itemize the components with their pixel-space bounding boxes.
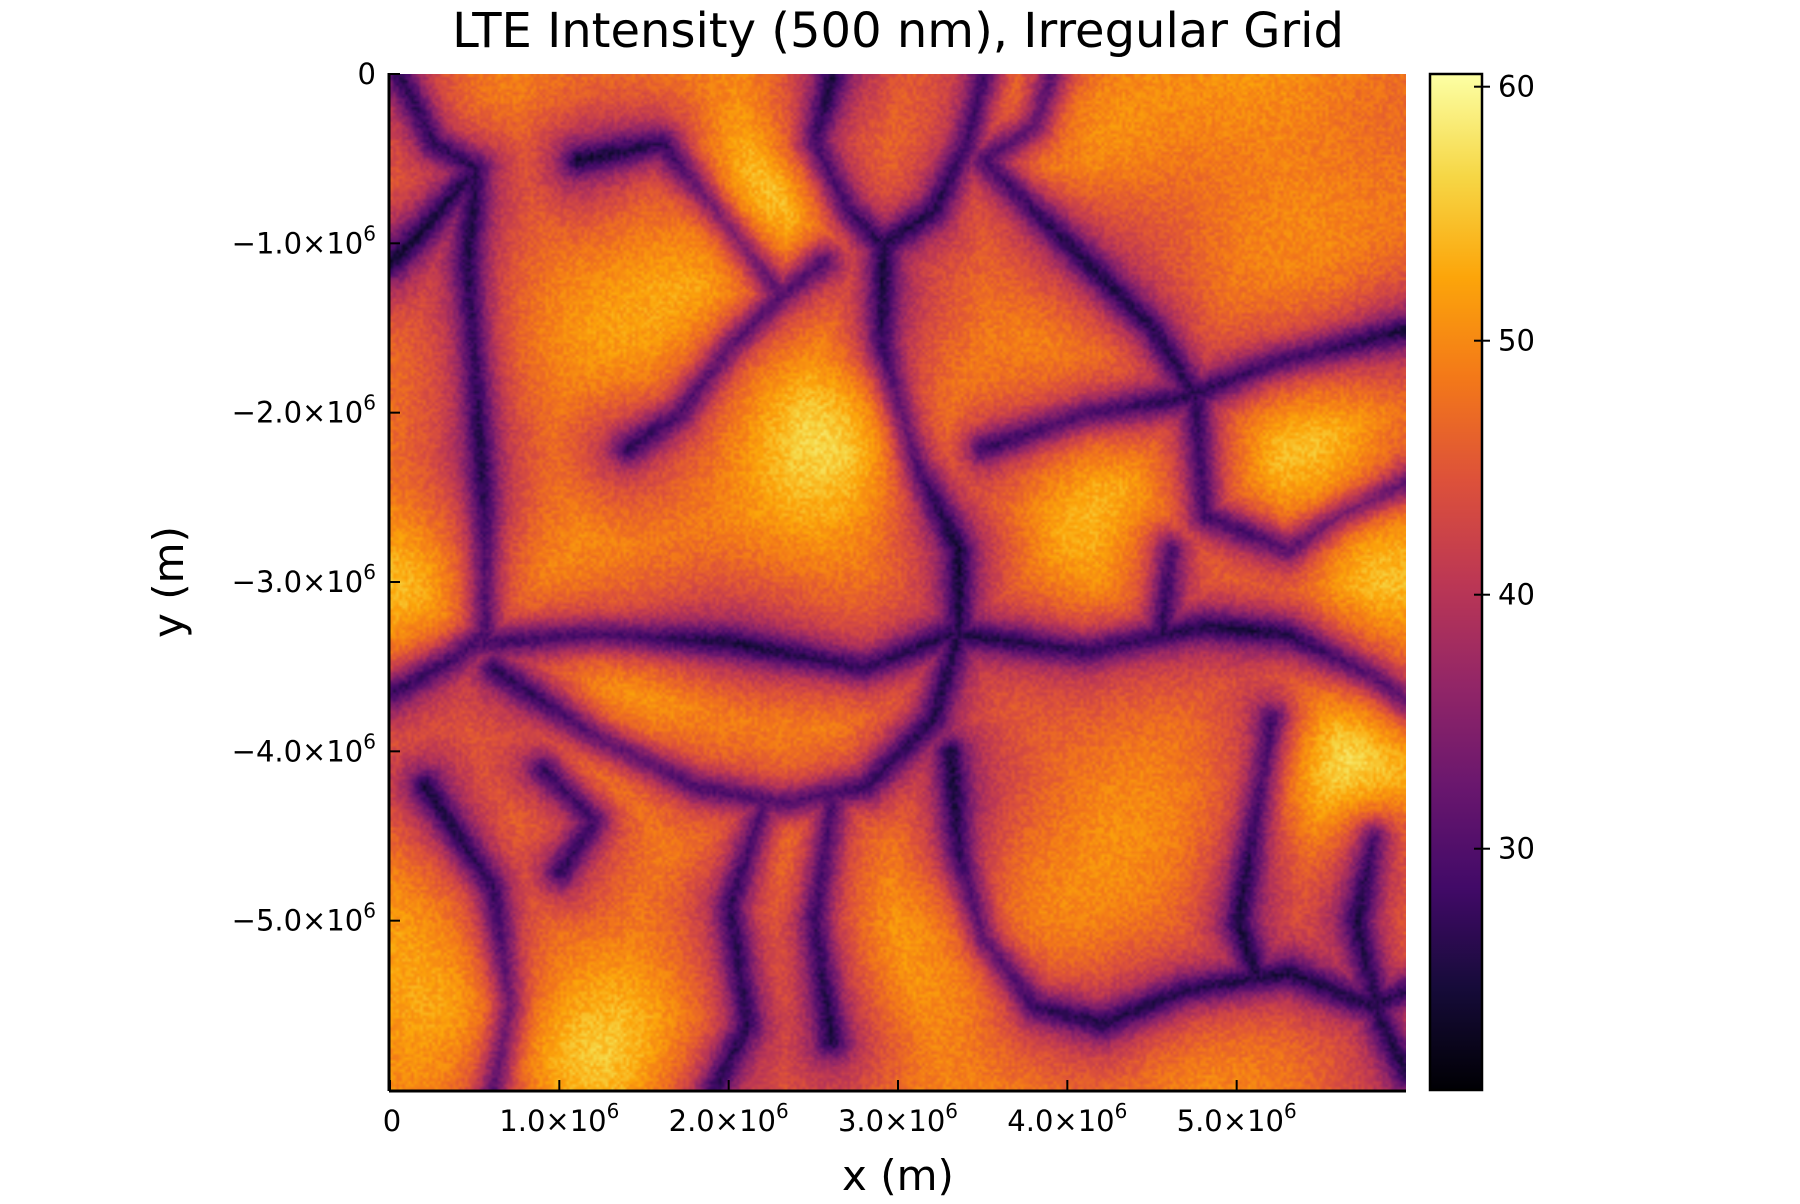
y-tick-label: −3.0×106 — [232, 560, 376, 599]
y-tick-label-mantissa: −4.0×10 — [232, 734, 364, 768]
y-tick-label-mantissa: 0 — [358, 57, 376, 91]
y-tick-label-exponent: 6 — [363, 391, 376, 415]
y-tick-label: −5.0×106 — [232, 899, 376, 938]
y-tick-label-mantissa: −5.0×10 — [232, 904, 364, 938]
y-tick-label: 0 — [358, 57, 376, 91]
colorbar — [1428, 72, 1484, 1092]
x-tick-label-exponent: 6 — [1284, 1099, 1297, 1123]
y-tick-label: −4.0×106 — [232, 729, 376, 768]
y-tick-label: −1.0×106 — [232, 221, 376, 260]
y-tick-label-mantissa: −3.0×10 — [232, 565, 364, 599]
x-tick-label-mantissa: 5.0×10 — [1177, 1104, 1284, 1138]
colorbar-ticks: 30 40 50 60 — [1474, 70, 1535, 866]
x-tick-label: 3.0×106 — [838, 1099, 958, 1138]
y-tick-label-mantissa: −1.0×10 — [232, 226, 364, 260]
x-axis-label: x (m) — [842, 1151, 954, 1200]
y-axis-label: y (m) — [144, 526, 193, 638]
x-tick-label-exponent: 6 — [945, 1099, 958, 1123]
x-tick-label-mantissa: 2.0×10 — [669, 1104, 776, 1138]
x-tick-label-mantissa: 4.0×10 — [1007, 1104, 1114, 1138]
y-tick-label-exponent: 6 — [363, 221, 376, 245]
colorbar-tick-label: 50 — [1498, 324, 1535, 358]
colorbar-tick-label: 40 — [1498, 578, 1535, 612]
x-tick-label: 5.0×106 — [1177, 1099, 1297, 1138]
heatmap-field — [390, 74, 1406, 1090]
y-tick-label: −2.0×106 — [232, 391, 376, 430]
x-tick-label: 1.0×106 — [499, 1099, 619, 1138]
x-tick-label-exponent: 6 — [776, 1099, 789, 1123]
y-tick-label-exponent: 6 — [363, 560, 376, 584]
x-tick-label-mantissa: 3.0×10 — [838, 1104, 945, 1138]
x-tick-label-mantissa: 1.0×10 — [499, 1104, 606, 1138]
y-tick-label-mantissa: −2.0×10 — [232, 396, 364, 430]
y-tick-label-exponent: 6 — [363, 899, 376, 923]
x-tick-label: 0 — [383, 1104, 401, 1138]
colorbar-tick-label: 30 — [1498, 832, 1535, 866]
x-tick-label-exponent: 6 — [1115, 1099, 1128, 1123]
x-tick-label-exponent: 6 — [607, 1099, 620, 1123]
x-tick-label: 4.0×106 — [1007, 1099, 1127, 1138]
heatmap-image — [390, 74, 1406, 1090]
x-tick-label-mantissa: 0 — [383, 1104, 401, 1138]
x-tick-label: 2.0×106 — [669, 1099, 789, 1138]
y-ticks: 0−1.0×106−2.0×106−3.0×106−4.0×106−5.0×10… — [232, 57, 400, 938]
colorbar-tick-label: 60 — [1498, 70, 1535, 104]
x-ticks: 0 1.0×106 2.0×106 3.0×106 4.0×106 5.0×106 — [383, 1080, 1297, 1138]
chart-title: LTE Intensity (500 nm), Irregular Grid — [452, 3, 1344, 59]
y-tick-label-exponent: 6 — [363, 729, 376, 753]
